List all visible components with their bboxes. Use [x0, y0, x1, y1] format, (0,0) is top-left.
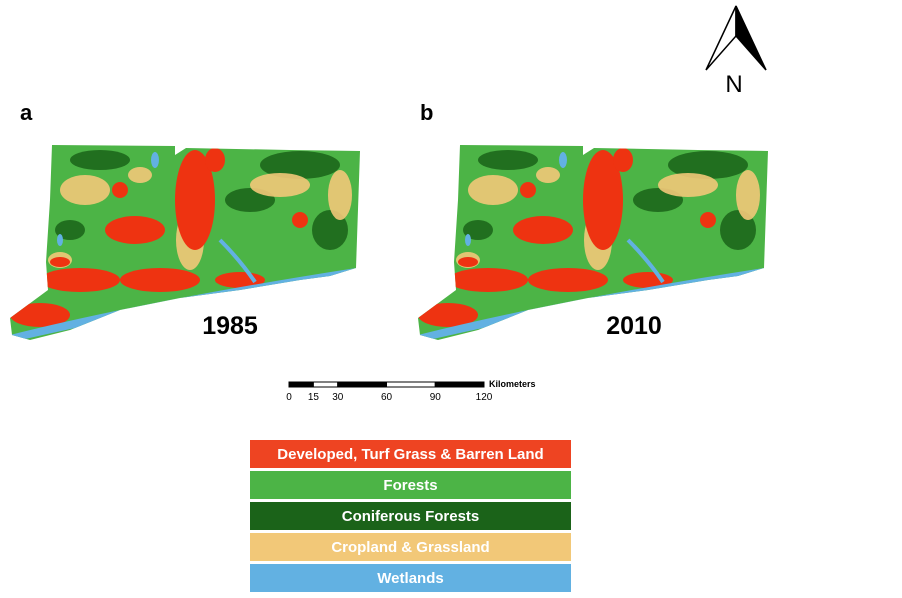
map-2010: [408, 140, 778, 350]
legend-label: Forests: [383, 477, 437, 494]
legend-label: Developed, Turf Grass & Barren Land: [277, 446, 543, 463]
legend-label: Coniferous Forests: [342, 508, 480, 525]
legend-label: Cropland & Grassland: [331, 539, 489, 556]
scale-tick-label: 0: [286, 392, 292, 403]
scale-unit: Kilometers: [489, 379, 536, 389]
scale-tick-label: 60: [381, 392, 393, 403]
map-1985: [0, 140, 370, 350]
scale-segment: [386, 381, 436, 388]
panel-year: 2010: [606, 312, 662, 340]
north-label: N: [725, 71, 742, 98]
legend-swatch: [250, 440, 571, 468]
scale-bar: 0 15 30 60 90 120 Kilometers: [286, 379, 535, 403]
legend-swatch: [250, 502, 571, 530]
legend: Developed, Turf Grass & Barren Land Fores…: [250, 440, 571, 592]
panel-year: 1985: [202, 312, 258, 340]
scale-tick-label: 90: [430, 392, 442, 403]
panel-label: a: [20, 100, 33, 125]
legend-label: Wetlands: [377, 570, 443, 587]
scale-tick-label: 120: [476, 392, 493, 403]
legend-swatch: [250, 564, 571, 592]
scale-segment: [434, 381, 485, 388]
legend-swatch: [250, 533, 571, 561]
scale-segment: [312, 381, 339, 388]
north-arrow: N: [705, 5, 767, 98]
scale-tick-label: 30: [332, 392, 344, 403]
legend-swatch: [250, 471, 571, 499]
scale-tick-label: 15: [308, 392, 320, 403]
scale-segment: [288, 381, 314, 388]
scale-segment: [337, 381, 387, 388]
panel-label: b: [420, 100, 433, 125]
